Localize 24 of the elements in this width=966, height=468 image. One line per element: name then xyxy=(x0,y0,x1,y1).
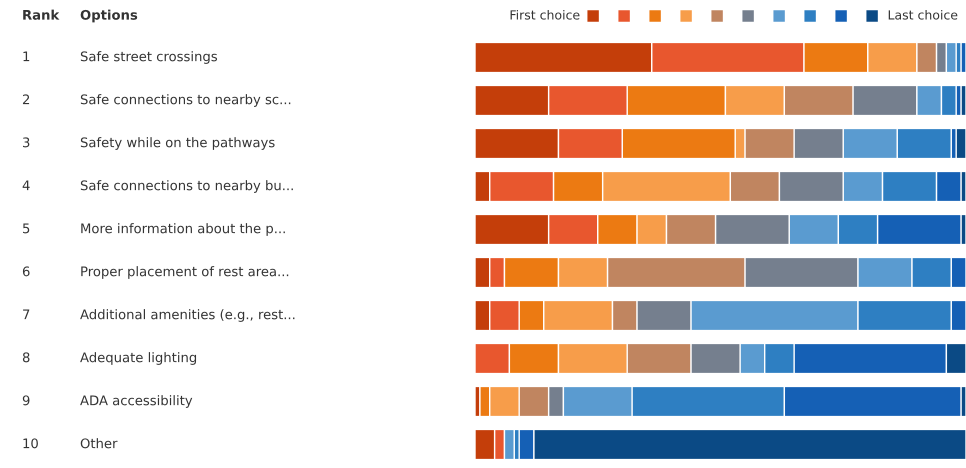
text: 6 xyxy=(22,266,30,276)
y-tick-label: ADA accessibility xyxy=(80,395,192,408)
text: Last choice xyxy=(888,10,958,20)
text: 8 xyxy=(22,352,30,362)
y-tick-label: Safe connections to nearby sc... xyxy=(80,94,290,107)
y-tick-label: Safe connections to nearby bu... xyxy=(80,180,293,193)
y-tick-label: Safety while on the pathways xyxy=(80,137,275,150)
y-tick-label: Other xyxy=(80,438,118,448)
text: Rank xyxy=(23,10,60,20)
text: 1 xyxy=(23,52,30,62)
text: 10 xyxy=(23,438,38,448)
y-tick-label: Proper placement of rest area... xyxy=(81,266,288,279)
text: 2 xyxy=(22,94,30,104)
text: First choice xyxy=(510,10,580,20)
y-tick-label: Additional amenities (e.g., rest... xyxy=(80,309,294,322)
text: 9 xyxy=(22,395,30,406)
text: 7 xyxy=(23,310,30,320)
text: 4 xyxy=(22,180,30,190)
y-tick-label: Safe street crossings xyxy=(80,51,218,64)
y-tick-label: Adequate lighting xyxy=(80,352,196,365)
y-tick-label: More information about the p... xyxy=(81,223,285,236)
text: 3 xyxy=(23,137,30,148)
text: 5 xyxy=(23,224,30,234)
text: Options xyxy=(80,10,138,22)
